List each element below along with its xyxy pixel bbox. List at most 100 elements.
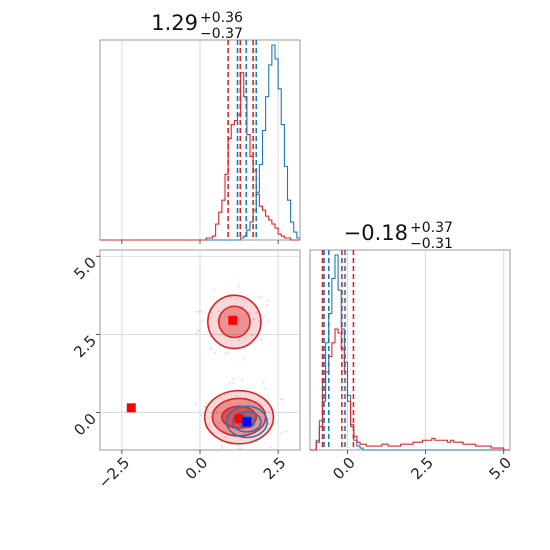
- scatter-point-0-44: [232, 377, 235, 380]
- scatter-point-0-43: [221, 447, 223, 449]
- panel-hist-param1-title: 1.29: [151, 11, 198, 35]
- scatter-point-0-41: [224, 394, 226, 397]
- scatter-point-0-25: [240, 447, 243, 450]
- scatter-point-0-5: [228, 382, 231, 385]
- scatter-point-0-31: [204, 405, 207, 408]
- y-tick-label-1: 2.5: [70, 332, 100, 362]
- marker-2: [234, 414, 244, 424]
- scatter-point-1-24: [267, 319, 270, 321]
- scatter-point-0-32: [194, 402, 197, 405]
- scatter-point-0-39: [237, 447, 240, 450]
- scatter-point-0-11: [285, 430, 287, 433]
- scatter-point-1-18: [236, 298, 239, 300]
- scatter-point-1-28: [230, 296, 233, 299]
- scatter-point-0-29: [221, 444, 223, 447]
- scatter-point-1-3: [198, 310, 200, 313]
- scatter-point-1-44: [209, 347, 212, 350]
- panel-hist-param1-quantiles: [227, 40, 258, 240]
- scatter-point-0-15: [224, 436, 227, 439]
- scatter-point-0-36: [232, 382, 235, 385]
- scatter-point-1-22: [218, 310, 221, 313]
- scatter-point-0-23: [210, 412, 213, 415]
- scatter-point-0-40: [218, 421, 220, 424]
- scatter-point-1-25: [201, 310, 204, 313]
- scatter-point-1-13: [198, 329, 201, 332]
- scatter-point-1-42: [242, 357, 245, 360]
- contour-level-2-2: [225, 405, 268, 439]
- scatter-point-1-38: [260, 338, 263, 341]
- panel-contour-markers: [126, 315, 252, 427]
- scatter-point-1-34: [197, 330, 199, 333]
- panel-hist-param2: 0.0 2.5 5.0 −0.18 +0.37 −0.31: [309, 220, 515, 483]
- marker-1: [228, 315, 238, 325]
- scatter-point-1-31: [242, 299, 245, 302]
- scatter-point-0-34: [235, 394, 238, 397]
- panel-contour: −2.5 0.0 2.5 0.0 2.5 5.0: [70, 249, 301, 492]
- panel-hist-param1-ticks: [121, 240, 279, 244]
- scatter-point-1-43: [195, 332, 198, 334]
- scatter-point-1-6: [251, 334, 253, 337]
- scatter-point-1-41: [200, 320, 203, 323]
- scatter-point-1-7: [252, 317, 255, 320]
- scatter-point-0-30: [267, 422, 270, 425]
- scatter-point-1-8: [224, 352, 227, 355]
- panel-hist-param2-title-minus: −0.31: [410, 236, 453, 252]
- scatter-point-1-39: [195, 310, 198, 313]
- hist-series-0: [310, 254, 510, 451]
- scatter-point-1-10: [237, 285, 240, 288]
- panel-hist-param1-series: [100, 44, 300, 241]
- scatter-point-0-21: [281, 398, 284, 400]
- scatter-point-0-14: [205, 402, 208, 404]
- scatter-point-0-19: [263, 387, 266, 390]
- panel-contour-scatter: [194, 285, 287, 450]
- scatter-point-0-2: [204, 406, 206, 409]
- scatter-point-0-22: [241, 379, 244, 382]
- scatter-point-1-5: [258, 296, 260, 299]
- scatter-point-1-17: [255, 311, 258, 314]
- scatter-point-1-9: [213, 352, 216, 354]
- scatter-point-0-18: [208, 423, 211, 426]
- scatter-point-0-38: [280, 432, 283, 435]
- scatter-point-1-26: [213, 288, 216, 291]
- x-tick-label-2: 5.0: [485, 454, 515, 484]
- x-tick-label-1: 2.5: [407, 454, 437, 484]
- panel-contour-grid: [100, 250, 300, 450]
- hist-series-1: [310, 328, 510, 451]
- scatter-point-0-1: [259, 401, 262, 404]
- x-tick-label-2: 2.5: [260, 454, 290, 484]
- y-tick-label-2: 5.0: [70, 253, 100, 283]
- panel-hist-param1-title-plus: +0.36: [200, 10, 243, 26]
- panel-hist-param2-title: −0.18: [344, 221, 408, 245]
- panel-hist-param1: 1.29 +0.36 −0.37: [99, 10, 301, 244]
- scatter-point-1-30: [248, 312, 251, 315]
- scatter-point-1-21: [220, 333, 223, 336]
- scatter-point-0-27: [215, 410, 218, 413]
- scatter-point-0-7: [210, 416, 213, 418]
- panel-hist-param2-ticks: 0.0 2.5 5.0: [329, 450, 515, 483]
- scatter-point-1-36: [260, 295, 263, 298]
- scatter-point-0-37: [270, 446, 272, 449]
- scatter-point-0-0: [200, 414, 203, 417]
- scatter-point-1-2: [267, 299, 269, 302]
- y-tick-label-0: 0.0: [70, 410, 100, 440]
- panel-hist-param2-grid: [347, 250, 505, 450]
- scatter-point-0-20: [219, 396, 222, 399]
- scatter-point-1-32: [263, 315, 266, 318]
- panel-hist-param2-title-plus: +0.37: [410, 220, 453, 236]
- scatter-point-1-33: [210, 311, 213, 314]
- scatter-point-0-26: [256, 400, 259, 403]
- contour-level-2-1: [232, 411, 262, 433]
- scatter-point-1-0: [257, 319, 260, 322]
- scatter-point-0-10: [248, 400, 250, 403]
- marker-3: [242, 417, 252, 427]
- scatter-point-0-6: [225, 431, 228, 433]
- scatter-point-1-19: [238, 339, 241, 342]
- scatter-point-0-16: [262, 381, 265, 384]
- hist-series-1: [100, 72, 300, 241]
- panel-hist-param2-quantiles: [321, 250, 355, 450]
- panel-hist-param2-frame: [309, 249, 511, 451]
- marker-0: [126, 403, 136, 413]
- scatter-point-0-3: [280, 398, 283, 401]
- x-tick-label-0: 0.0: [329, 454, 359, 484]
- x-tick-label-1: 0.0: [182, 454, 212, 484]
